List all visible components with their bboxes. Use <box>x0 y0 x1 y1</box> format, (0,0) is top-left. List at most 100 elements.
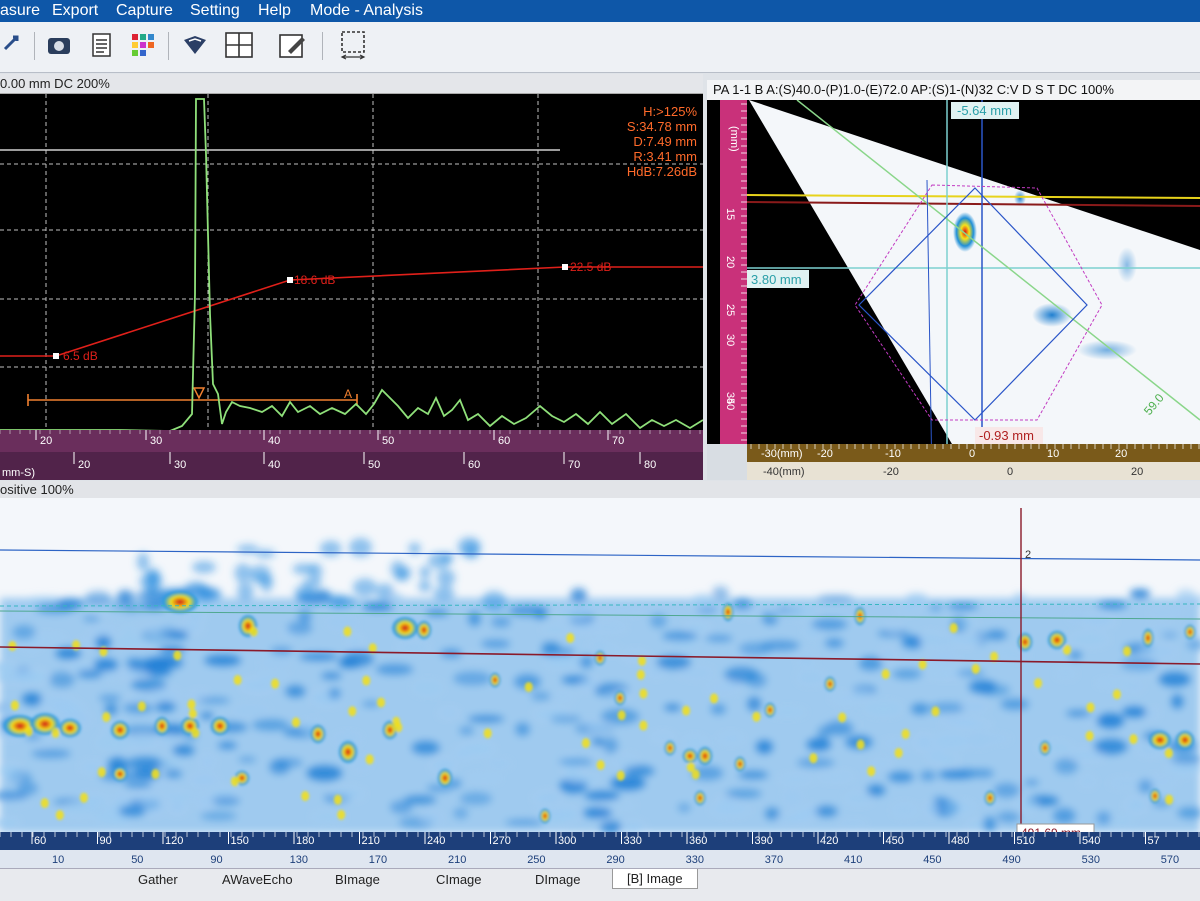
noise-blob <box>929 603 943 612</box>
noise-blob <box>126 756 164 772</box>
measure-icon[interactable] <box>0 30 30 60</box>
tcg-label: 18.6 dB <box>294 273 335 287</box>
noise-blob <box>84 590 112 606</box>
indication <box>539 808 551 824</box>
noise-blob <box>1096 680 1135 687</box>
noise-blob <box>126 657 141 670</box>
tcg-point[interactable] <box>287 277 293 283</box>
noise-blob <box>327 594 347 609</box>
noise-blob <box>328 787 365 801</box>
edit-icon[interactable] <box>278 30 308 60</box>
noise-blob <box>298 609 312 624</box>
bscan-tick-label: 300 <box>558 835 576 847</box>
indication <box>58 718 82 738</box>
ascan-plot[interactable]: 6.5 dB 18.6 dB 22.5 dB A 20 30 40 50 60 70 20 3… <box>0 94 704 480</box>
noise-blob <box>463 653 492 660</box>
noise-blob <box>90 607 127 614</box>
indication-small <box>639 720 648 731</box>
indication <box>664 740 676 756</box>
noise-blob <box>839 821 867 828</box>
bscan-header-label: ositive 100% <box>0 482 74 497</box>
noise-blob <box>306 765 343 782</box>
noise-blob <box>1096 811 1111 825</box>
indication-small <box>1085 730 1094 741</box>
noise-blob <box>956 670 985 677</box>
readout-s: S:34.78 mm <box>626 119 697 134</box>
noise-blob <box>558 758 593 765</box>
noise-blob <box>970 768 995 778</box>
indication <box>391 616 419 640</box>
bscan-tick-label: 10 <box>52 854 64 866</box>
menu-measure[interactable]: asure <box>0 2 41 19</box>
bscan-tick-label: 270 <box>493 835 511 847</box>
noise-blob <box>311 812 345 822</box>
noise-blob <box>150 670 173 677</box>
indication-small <box>686 762 695 773</box>
indication <box>1142 628 1154 648</box>
layout-icon[interactable] <box>224 30 254 60</box>
noise-blob <box>118 671 151 679</box>
bscan-tick-label: 540 <box>1082 835 1100 847</box>
noise-blob <box>203 654 242 667</box>
noise-blob <box>361 700 381 708</box>
noise-blob <box>121 725 161 736</box>
ascan-panel[interactable]: 6.5 dB 18.6 dB 22.5 dB A 20 30 40 50 60 70 20 3… <box>0 94 704 480</box>
indication-small <box>639 688 648 699</box>
noise-blob <box>1125 798 1147 813</box>
noise-blob <box>586 721 612 733</box>
select-region-icon[interactable] <box>338 30 368 60</box>
menu-export[interactable]: Export <box>52 2 99 19</box>
indication <box>489 672 501 688</box>
bscan-plot[interactable]: 2 491.69 mm 6090120150180210240270300330… <box>0 498 1200 868</box>
palette-icon[interactable] <box>128 30 158 60</box>
indication-small <box>931 706 940 717</box>
tcg-point[interactable] <box>562 264 568 270</box>
menu-help[interactable]: Help <box>258 2 291 19</box>
sector-plot[interactable]: -5.64 mm 3.80 mm -0.93 mm 59.0 152025303… <box>707 99 1200 481</box>
indication-small <box>137 701 146 712</box>
indication <box>338 740 358 764</box>
report-icon[interactable] <box>86 30 116 60</box>
tcg-curve[interactable] <box>0 266 703 357</box>
menu-setting[interactable]: Setting <box>190 2 240 19</box>
camera-icon[interactable] <box>44 30 74 60</box>
indication <box>722 602 734 622</box>
cursor-icon[interactable] <box>180 30 210 60</box>
menu-capture[interactable]: Capture <box>116 2 173 19</box>
noise-blob <box>155 701 176 713</box>
indication-small <box>102 711 111 722</box>
tab-gather[interactable]: Gather <box>138 872 178 887</box>
noise-blob <box>952 633 982 646</box>
toolbar-separator <box>34 32 35 60</box>
tab-cimage[interactable]: CImage <box>436 872 482 887</box>
tab-b-image-active[interactable]: [B] Image <box>612 869 698 889</box>
noise-blob <box>250 574 274 584</box>
noise-blob <box>412 680 444 696</box>
tab-bimage[interactable]: BImage <box>335 872 380 887</box>
noise-blob <box>96 813 133 826</box>
tcg-point[interactable] <box>53 353 59 359</box>
noise-blob <box>389 592 404 607</box>
noise-blob <box>342 651 374 667</box>
noise-blob <box>896 604 921 614</box>
bscan-panel[interactable]: 2 491.69 mm 6090120150180210240270300330… <box>0 498 1200 868</box>
sector-header: PA 1-1 B A:(S)40.0-(P)1.0-(E)72.0 AP:(S)… <box>707 80 1200 100</box>
indication-small <box>1123 646 1132 657</box>
noise-blob <box>56 597 84 610</box>
bscan-tick-label: 490 <box>1002 854 1020 866</box>
ascan-tick-label: 60 <box>498 435 510 447</box>
indication-small <box>881 669 890 680</box>
noise-blob <box>650 613 667 629</box>
indication-small <box>1086 702 1095 713</box>
noise-blob <box>77 669 103 679</box>
noise-blob <box>689 594 717 609</box>
menu-bar: asure Export Capture Setting Help Mode -… <box>0 0 1200 22</box>
noise-blob <box>1054 758 1078 775</box>
tab-awaveecho[interactable]: AWaveEcho <box>222 872 293 887</box>
noise-blob <box>806 738 832 751</box>
indication-small <box>249 626 258 637</box>
ascan-tick-label: 20 <box>78 459 90 471</box>
tab-dimage[interactable]: DImage <box>535 872 581 887</box>
noise-blob <box>348 634 361 648</box>
sector-panel[interactable]: -5.64 mm 3.80 mm -0.93 mm 59.0 15 20 25 30 3… <box>707 99 1200 481</box>
